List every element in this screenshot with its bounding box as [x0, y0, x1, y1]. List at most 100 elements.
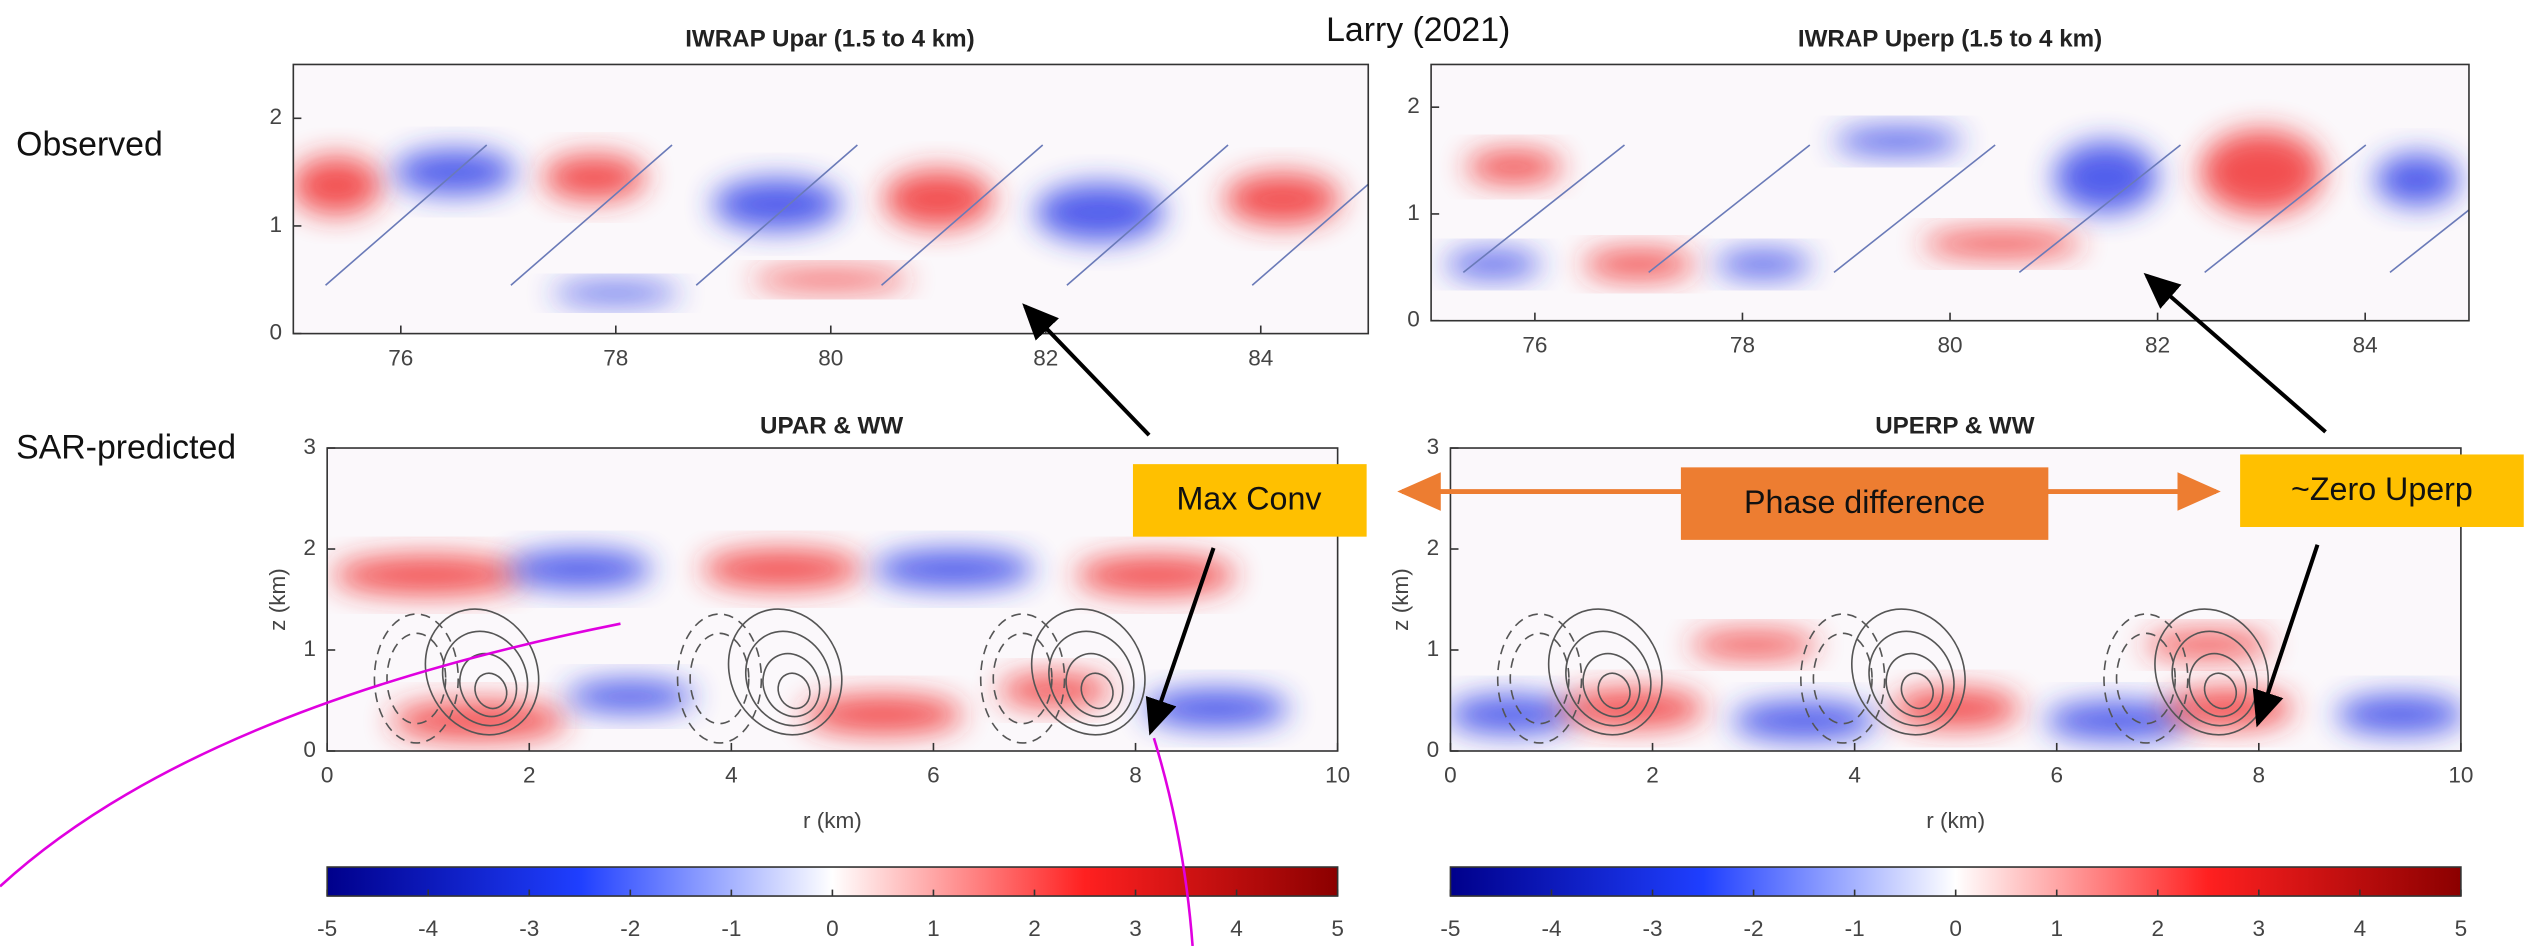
contour — [1547, 608, 1663, 736]
colorbar: -5 -4 -3 -2 -1 0 1 2 3 4 5 — [317, 866, 1344, 941]
panel: IWRAP Upar (1.5 to 4 km) 76 78 80 82 84 0 1 2 — [269, 26, 1370, 370]
contour — [459, 652, 518, 718]
heatmap-blob — [551, 283, 681, 303]
colorbar: -5 -4 -3 -2 -1 0 1 2 3 4 5 — [1440, 866, 2468, 941]
heatmap-blob — [507, 549, 653, 589]
heatmap — [1431, 64, 2469, 321]
heatmap-blob — [1035, 183, 1164, 242]
x-axis-label: r (km) — [803, 808, 862, 833]
colorbar-tick-label: 1 — [927, 916, 940, 941]
panel-title: UPERP & WW — [1875, 412, 2034, 439]
arrow — [2252, 544, 2320, 728]
x-tick-label: 4 — [1848, 763, 1861, 788]
x-tick-label: 76 — [1522, 332, 1547, 357]
x-tick-label: 78 — [1730, 332, 1755, 357]
contour — [676, 613, 763, 744]
axes-box — [1449, 447, 2462, 752]
panels: IWRAP Upar (1.5 to 4 km)76 78 80 82 84012IWR… — [265, 26, 2474, 941]
heatmap-blob — [542, 154, 646, 201]
heatmap-blob — [1689, 632, 1819, 658]
heatmap-blob — [873, 549, 1035, 589]
heatmap-blob — [1731, 701, 1877, 741]
callout-box — [1680, 467, 2049, 540]
overlay-line — [1833, 144, 1996, 273]
magenta-curve — [0, 622, 621, 888]
contour — [373, 613, 460, 744]
y-tick-label: 2 — [269, 104, 282, 129]
x-tick-label: 8 — [1129, 763, 1142, 788]
colorbar-tick-label: -3 — [1643, 916, 1663, 941]
heatmap-blob — [802, 695, 964, 734]
y-tick-label: 1 — [1427, 636, 1440, 661]
x-tick-label: 82 — [1033, 345, 1058, 370]
x-axis-label: r (km) — [1926, 808, 1985, 833]
x-tick-label: 2 — [523, 763, 536, 788]
heatmap-blob — [1582, 249, 1696, 279]
colorbar-tick-label: -2 — [1744, 916, 1764, 941]
colorbar-tick-label: -1 — [1845, 916, 1865, 941]
x-tick-label: 76 — [388, 345, 413, 370]
contour — [744, 630, 832, 727]
contour — [424, 608, 540, 736]
x-tick-label: 0 — [321, 763, 334, 788]
overlay-line — [325, 144, 488, 286]
colorbar-tick-label: 5 — [2455, 916, 2468, 941]
x-tick-label: 10 — [1325, 763, 1350, 788]
y-axis-label: z (km) — [265, 568, 290, 631]
colorbar-tick-label: -2 — [620, 916, 640, 941]
contour — [1496, 613, 1583, 744]
x-tick-label: 2 — [1646, 763, 1659, 788]
arrow — [1022, 303, 1151, 437]
figure-title: Larry (2021) — [1326, 11, 1510, 49]
overlay-line — [2204, 144, 2367, 273]
overlay-line — [695, 144, 858, 286]
panel: IWRAP Uperp (1.5 to 4 km) 76 78 80 82 84 0 1 2 — [1407, 26, 2470, 357]
axes-box — [326, 447, 1339, 752]
colorbar-tick-label: 0 — [826, 916, 839, 941]
contour — [2103, 613, 2189, 744]
contour — [2154, 608, 2270, 736]
heatmap-blob — [883, 170, 994, 229]
contour — [2203, 672, 2238, 710]
contour — [1868, 630, 1955, 727]
x-tick-label: 80 — [818, 345, 843, 370]
colorbar-tick-label: 4 — [2354, 916, 2367, 941]
heatmap-blob — [701, 549, 863, 589]
heatmap-blob — [2335, 695, 2461, 734]
contour — [1850, 608, 1966, 736]
y-tick-label: 1 — [303, 636, 316, 661]
heatmap-blob — [2143, 632, 2273, 658]
contour — [1800, 613, 1886, 744]
x-tick-label: 4 — [725, 763, 738, 788]
overlay-line — [1648, 144, 1811, 273]
x-tick-label: 8 — [2253, 763, 2266, 788]
contour — [777, 672, 811, 710]
callout: ~Zero Uperp — [2291, 471, 2473, 507]
magenta-curve — [1152, 737, 1194, 946]
heatmap-blob — [2375, 153, 2459, 206]
heatmap-blob — [2200, 130, 2323, 214]
arrow — [1145, 547, 1216, 736]
contour — [1080, 672, 1114, 710]
contour — [762, 652, 821, 718]
colorbar-tick-label: -5 — [317, 916, 337, 941]
y-tick-label: 1 — [269, 212, 282, 237]
y-tick-label: 3 — [303, 434, 316, 459]
y-tick-label: 2 — [1407, 93, 1420, 118]
contour — [1065, 652, 1124, 718]
x-tick-label: 6 — [927, 763, 940, 788]
x-tick-label: 82 — [2145, 332, 2170, 357]
colorbar-tick-label: 5 — [1331, 916, 1344, 941]
colorbar-tick-label: -3 — [519, 916, 539, 941]
contour — [1582, 652, 1641, 718]
heatmap-blob — [1450, 695, 1576, 734]
contour — [2188, 652, 2247, 718]
panel-title: IWRAP Upar (1.5 to 4 km) — [685, 26, 975, 53]
heatmap-blob — [390, 701, 568, 741]
colorbar-tick-label: -4 — [1541, 916, 1561, 941]
heatmap-blob — [2054, 141, 2158, 213]
x-tick-label: 10 — [2448, 763, 2473, 788]
contour — [1812, 632, 1873, 725]
colorbar-tick-label: 2 — [1028, 916, 1041, 941]
